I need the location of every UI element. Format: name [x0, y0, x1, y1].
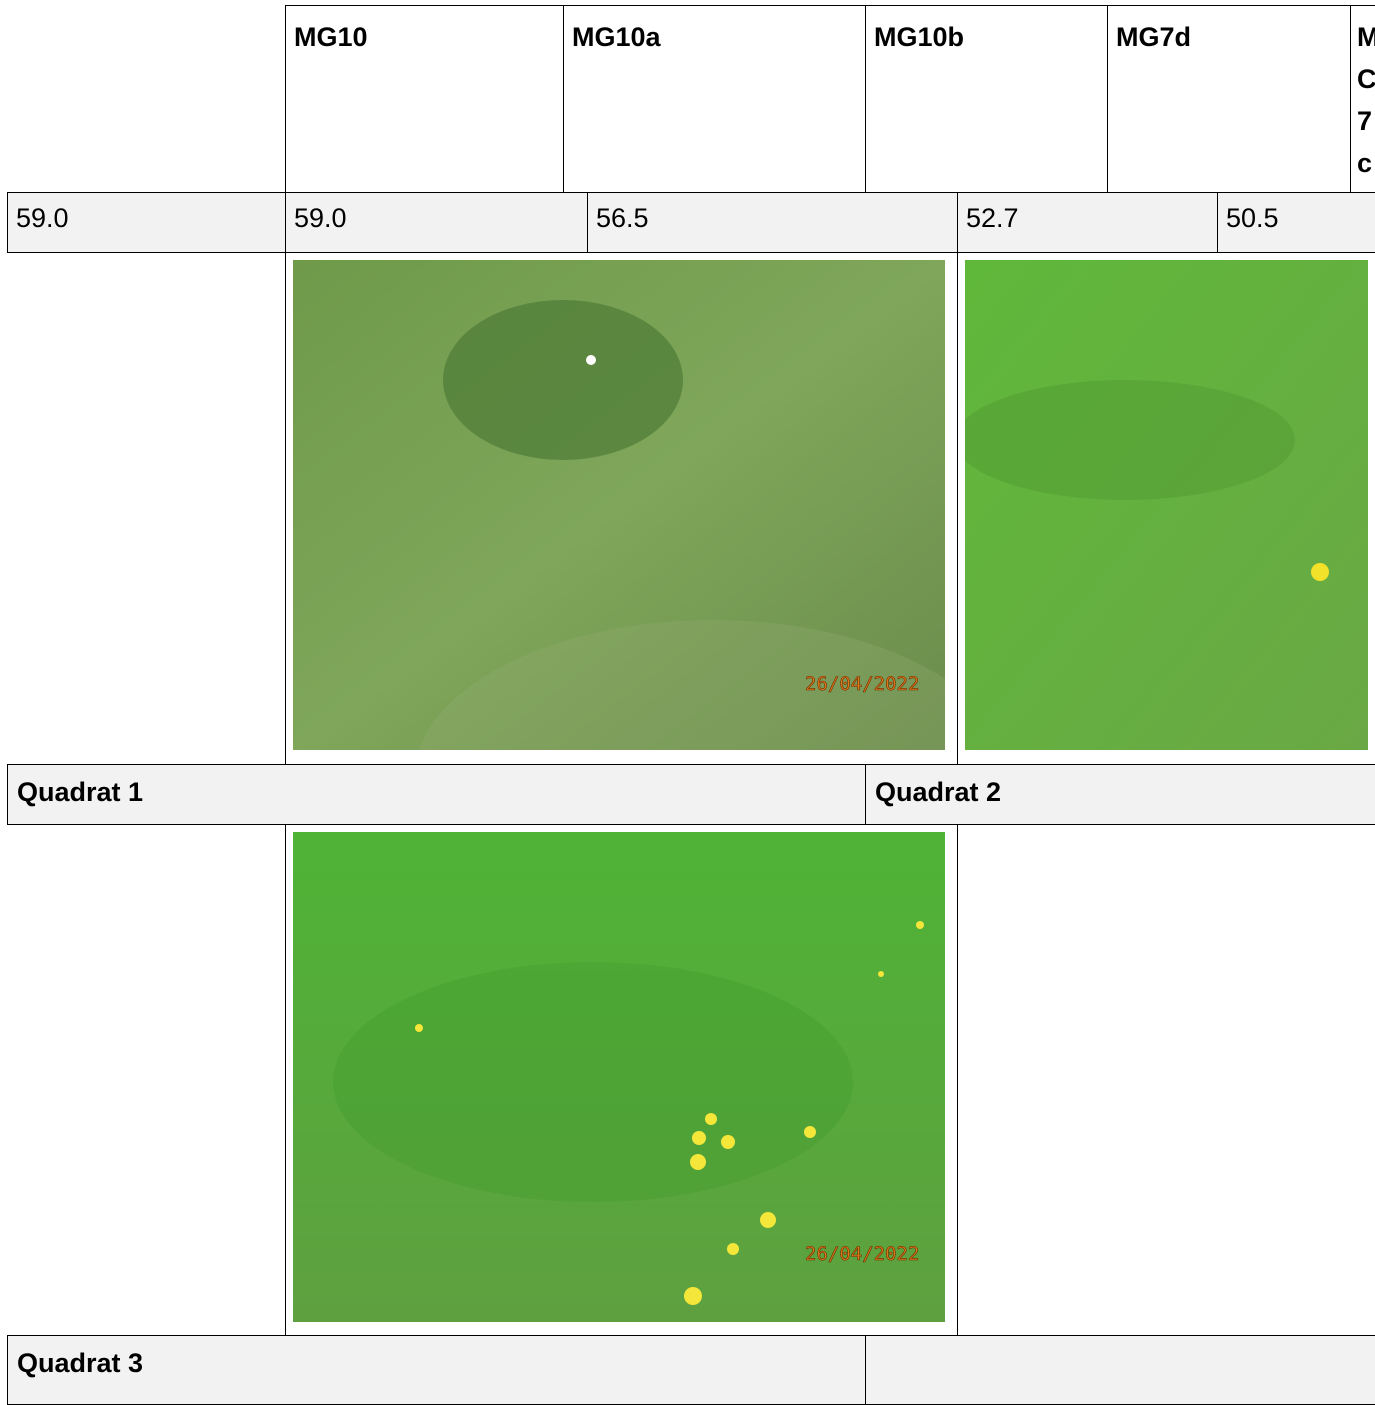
quadrat-label: Quadrat 3	[7, 1335, 866, 1405]
header-fragment: M	[1357, 16, 1375, 58]
photo	[965, 260, 1368, 750]
quadrat-label: Quadrat 1	[7, 764, 866, 825]
header-cell: MG10b	[865, 5, 1108, 193]
date-stamp: 26/04/2022	[805, 673, 919, 695]
header-cell-cut: MC 7 c	[1350, 5, 1375, 193]
header-cell: MG10	[285, 5, 564, 193]
date-stamp: 26/04/2022	[805, 1243, 919, 1265]
header-fragment: 7	[1357, 106, 1373, 136]
score-cell: 50.5	[1217, 192, 1375, 253]
quadrat-label: Quadrat 2	[865, 764, 1375, 825]
header-fragment: c	[1357, 148, 1373, 178]
empty-cell	[957, 824, 1375, 1336]
header-fragment: C	[1357, 64, 1375, 94]
score-cell: 52.7	[957, 192, 1218, 253]
header-cell: MG7d	[1107, 5, 1351, 193]
empty-cell	[865, 1335, 1375, 1405]
score-cell: 59.0	[285, 192, 588, 253]
header-cell: MG10a	[563, 5, 866, 193]
photo: 26/04/2022	[293, 832, 945, 1322]
score-cell: 56.5	[587, 192, 958, 253]
photo: 26/04/2022	[293, 260, 945, 750]
score-cell: 59.0	[7, 192, 286, 253]
